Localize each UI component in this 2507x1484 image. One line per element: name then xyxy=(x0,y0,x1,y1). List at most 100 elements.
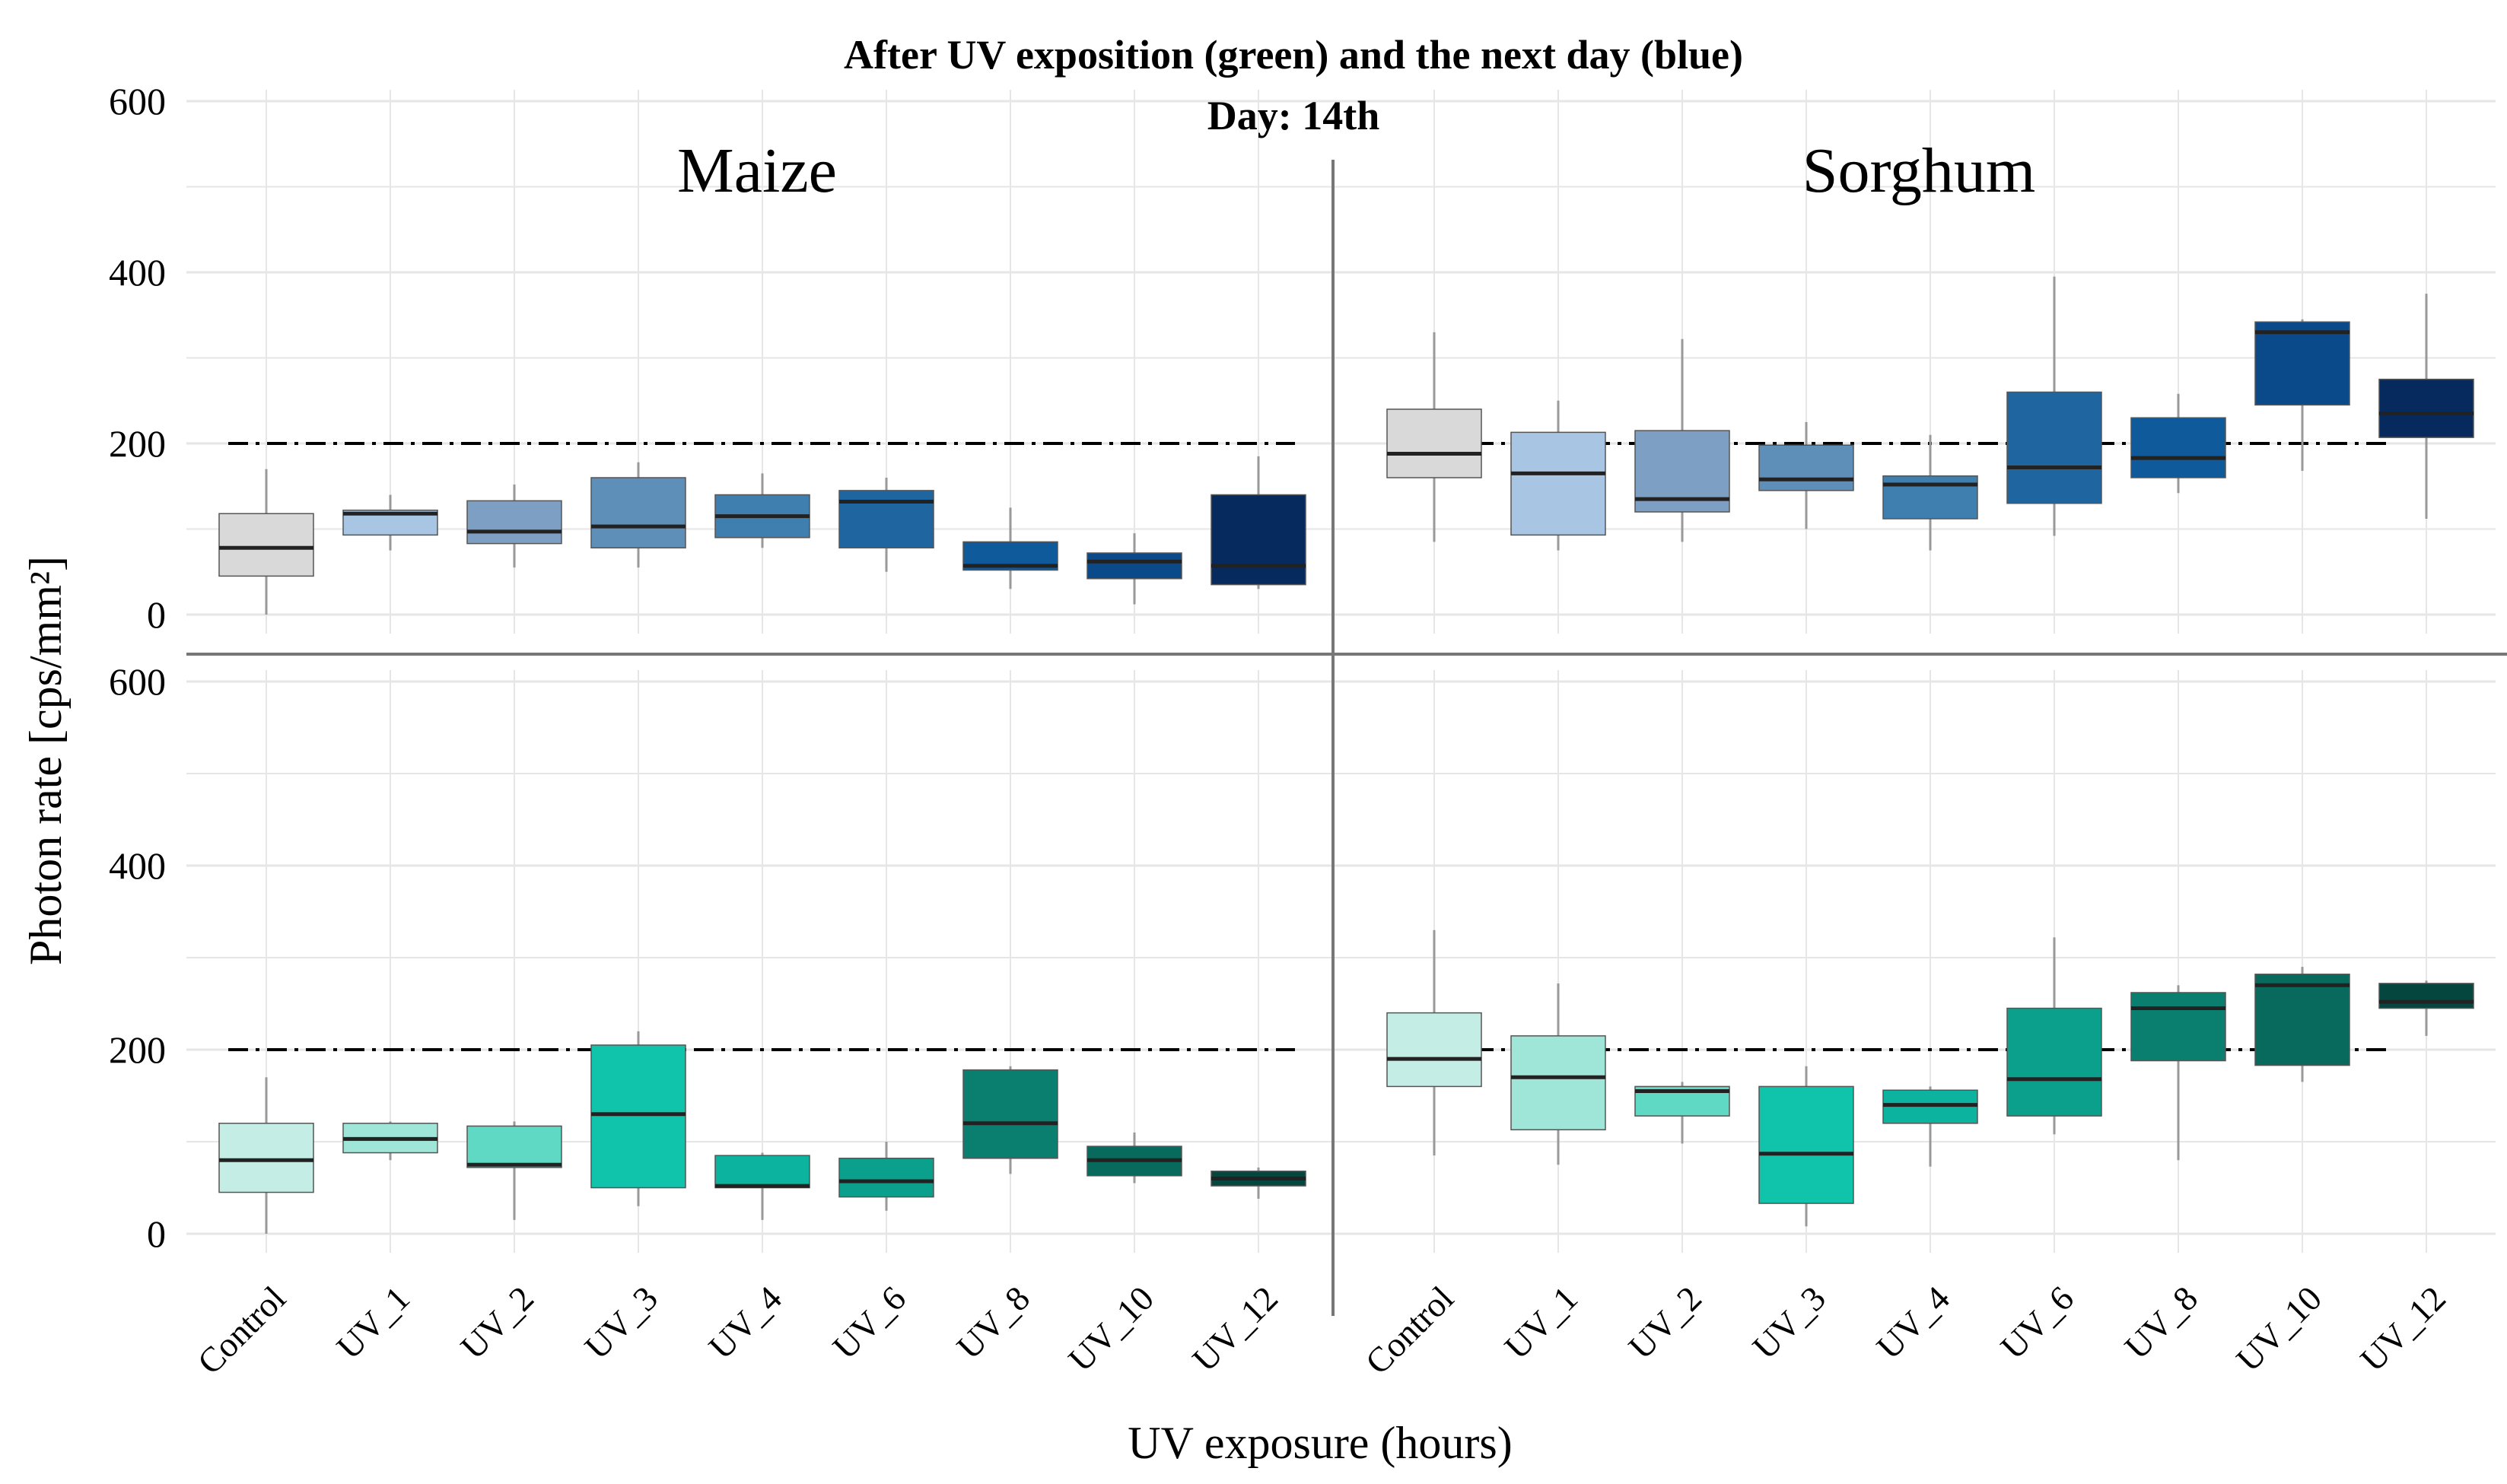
box-iqr xyxy=(838,1158,934,1198)
x-tick-label: UV_6 xyxy=(1993,1279,2081,1367)
box-sorghum-bottom-uv_6 xyxy=(2006,937,2102,1135)
x-tick-label: UV_2 xyxy=(453,1279,541,1367)
box-iqr xyxy=(1758,444,1854,491)
box-iqr xyxy=(2378,378,2474,438)
box-maize-bottom-uv_3 xyxy=(590,1031,686,1206)
box-maize-top-uv_12 xyxy=(1211,456,1306,589)
box-sorghum-bottom-uv_3 xyxy=(1758,1066,1854,1227)
y-tick-labels: 0 200 400 600 0 200 400 600 xyxy=(109,80,166,1255)
x-tick-label: UV_10 xyxy=(2229,1279,2329,1379)
box-maize-bottom-uv_8 xyxy=(962,1066,1058,1174)
box-sorghum-top-uv_12 xyxy=(2378,294,2474,519)
box-maize-bottom-uv_12 xyxy=(1211,1167,1306,1200)
y-tick-label: 400 xyxy=(109,251,166,294)
box-maize-bottom-uv_10 xyxy=(1086,1132,1182,1184)
category-labels: Control UV_1 UV_2 UV_3 UV_4 UV_6 UV_8 UV_10 UV_1… xyxy=(190,1279,2453,1381)
box-sorghum-top-uv_3 xyxy=(1758,421,1854,529)
box-iqr xyxy=(590,1044,686,1189)
box-sorghum-bottom-uv_1 xyxy=(1510,983,1606,1165)
y-tick-label: 0 xyxy=(147,1212,166,1255)
box-iqr xyxy=(2130,992,2226,1062)
box-iqr xyxy=(2254,974,2350,1066)
box-maize-top-uv_8 xyxy=(962,507,1058,589)
y-tick-label: 200 xyxy=(109,422,166,465)
box-iqr xyxy=(714,1155,810,1189)
x-tick-label: UV_3 xyxy=(577,1279,665,1367)
box-sorghum-top-uv_6 xyxy=(2006,276,2102,536)
x-tick-label: UV_2 xyxy=(1621,1279,1709,1367)
panel-label-maize: Maize xyxy=(677,135,837,206)
box-iqr xyxy=(2006,1007,2102,1117)
box-iqr xyxy=(466,1125,562,1168)
box-maize-bottom-uv_4 xyxy=(714,1152,810,1220)
x-tick-label: UV_8 xyxy=(2117,1279,2205,1367)
x-tick-label: Control xyxy=(1358,1279,1461,1381)
box-iqr xyxy=(1386,1012,1482,1088)
box-maize-bottom-uv_6 xyxy=(838,1142,934,1211)
y-tick-label: 600 xyxy=(109,80,166,122)
box-iqr xyxy=(466,500,562,545)
box-sorghum-top-uv_1 xyxy=(1510,400,1606,551)
box-maize-top-uv_1 xyxy=(342,494,438,551)
x-tick-label: UV_8 xyxy=(949,1279,1037,1367)
box-iqr xyxy=(1882,475,1978,520)
box-sorghum-top-uv_2 xyxy=(1634,338,1730,542)
box-maize-top-uv_10 xyxy=(1086,533,1182,605)
y-axis-label: Photon rate [cps/mm²] xyxy=(21,556,71,965)
box-sorghum-top-uv_10 xyxy=(2254,319,2350,471)
box-iqr xyxy=(218,513,314,577)
box-maize-top-control xyxy=(218,469,314,615)
box-iqr xyxy=(838,490,934,548)
panel-dividers xyxy=(186,160,2507,1316)
panel-label-sorghum: Sorghum xyxy=(1802,135,2036,206)
x-tick-label: UV_1 xyxy=(1497,1279,1585,1367)
x-tick-label: UV_4 xyxy=(701,1279,789,1367)
box-sorghum-bottom-uv_2 xyxy=(1634,1082,1730,1144)
chart-title: After UV exposition (green) and the next… xyxy=(844,32,1743,78)
box-iqr xyxy=(1211,494,1306,586)
y-tick-label: 600 xyxy=(109,660,166,703)
y-tick-label: 400 xyxy=(109,844,166,887)
x-tick-label: UV_12 xyxy=(2353,1279,2453,1379)
box-maize-top-uv_4 xyxy=(714,473,810,548)
box-sorghum-bottom-control xyxy=(1386,929,1482,1156)
box-iqr xyxy=(1510,431,1606,536)
x-tick-label: UV_1 xyxy=(329,1279,417,1367)
chart-subtitle: Day: 14th xyxy=(1207,93,1380,138)
x-tick-label: UV_10 xyxy=(1061,1279,1161,1379)
box-sorghum-bottom-uv_4 xyxy=(1882,1086,1978,1167)
box-sorghum-top-uv_4 xyxy=(1882,434,1978,551)
box-iqr xyxy=(1510,1035,1606,1131)
box-iqr xyxy=(590,477,686,548)
grid-lines xyxy=(186,90,2496,1253)
box-iqr xyxy=(2378,983,2474,1009)
x-tick-label: Control xyxy=(190,1279,293,1381)
x-tick-label: UV_4 xyxy=(1869,1279,1957,1367)
boxes xyxy=(218,276,2474,1234)
box-sorghum-bottom-uv_10 xyxy=(2254,967,2350,1082)
box-maize-top-uv_6 xyxy=(838,478,934,572)
box-iqr xyxy=(2006,391,2102,504)
box-iqr xyxy=(962,1069,1058,1159)
box-sorghum-top-control xyxy=(1386,332,1482,542)
x-tick-label: UV_12 xyxy=(1185,1279,1285,1379)
box-sorghum-bottom-uv_12 xyxy=(2378,980,2474,1036)
box-iqr xyxy=(218,1123,314,1193)
box-maize-bottom-uv_1 xyxy=(342,1121,438,1161)
box-sorghum-top-uv_8 xyxy=(2130,393,2226,494)
box-sorghum-bottom-uv_8 xyxy=(2130,985,2226,1161)
box-maize-top-uv_3 xyxy=(590,462,686,568)
x-axis-label: UV exposure (hours) xyxy=(1128,1418,1512,1468)
box-iqr xyxy=(1758,1085,1854,1204)
box-maize-bottom-uv_2 xyxy=(466,1121,562,1220)
x-tick-label: UV_3 xyxy=(1745,1279,1833,1367)
x-tick-label: UV_6 xyxy=(825,1279,913,1367)
box-maize-bottom-control xyxy=(218,1077,314,1234)
box-iqr xyxy=(1086,552,1182,580)
box-maize-top-uv_2 xyxy=(466,485,562,568)
box-iqr xyxy=(1386,408,1482,478)
y-tick-label: 200 xyxy=(109,1028,166,1071)
box-iqr xyxy=(2130,417,2226,478)
box-iqr xyxy=(2254,321,2350,406)
